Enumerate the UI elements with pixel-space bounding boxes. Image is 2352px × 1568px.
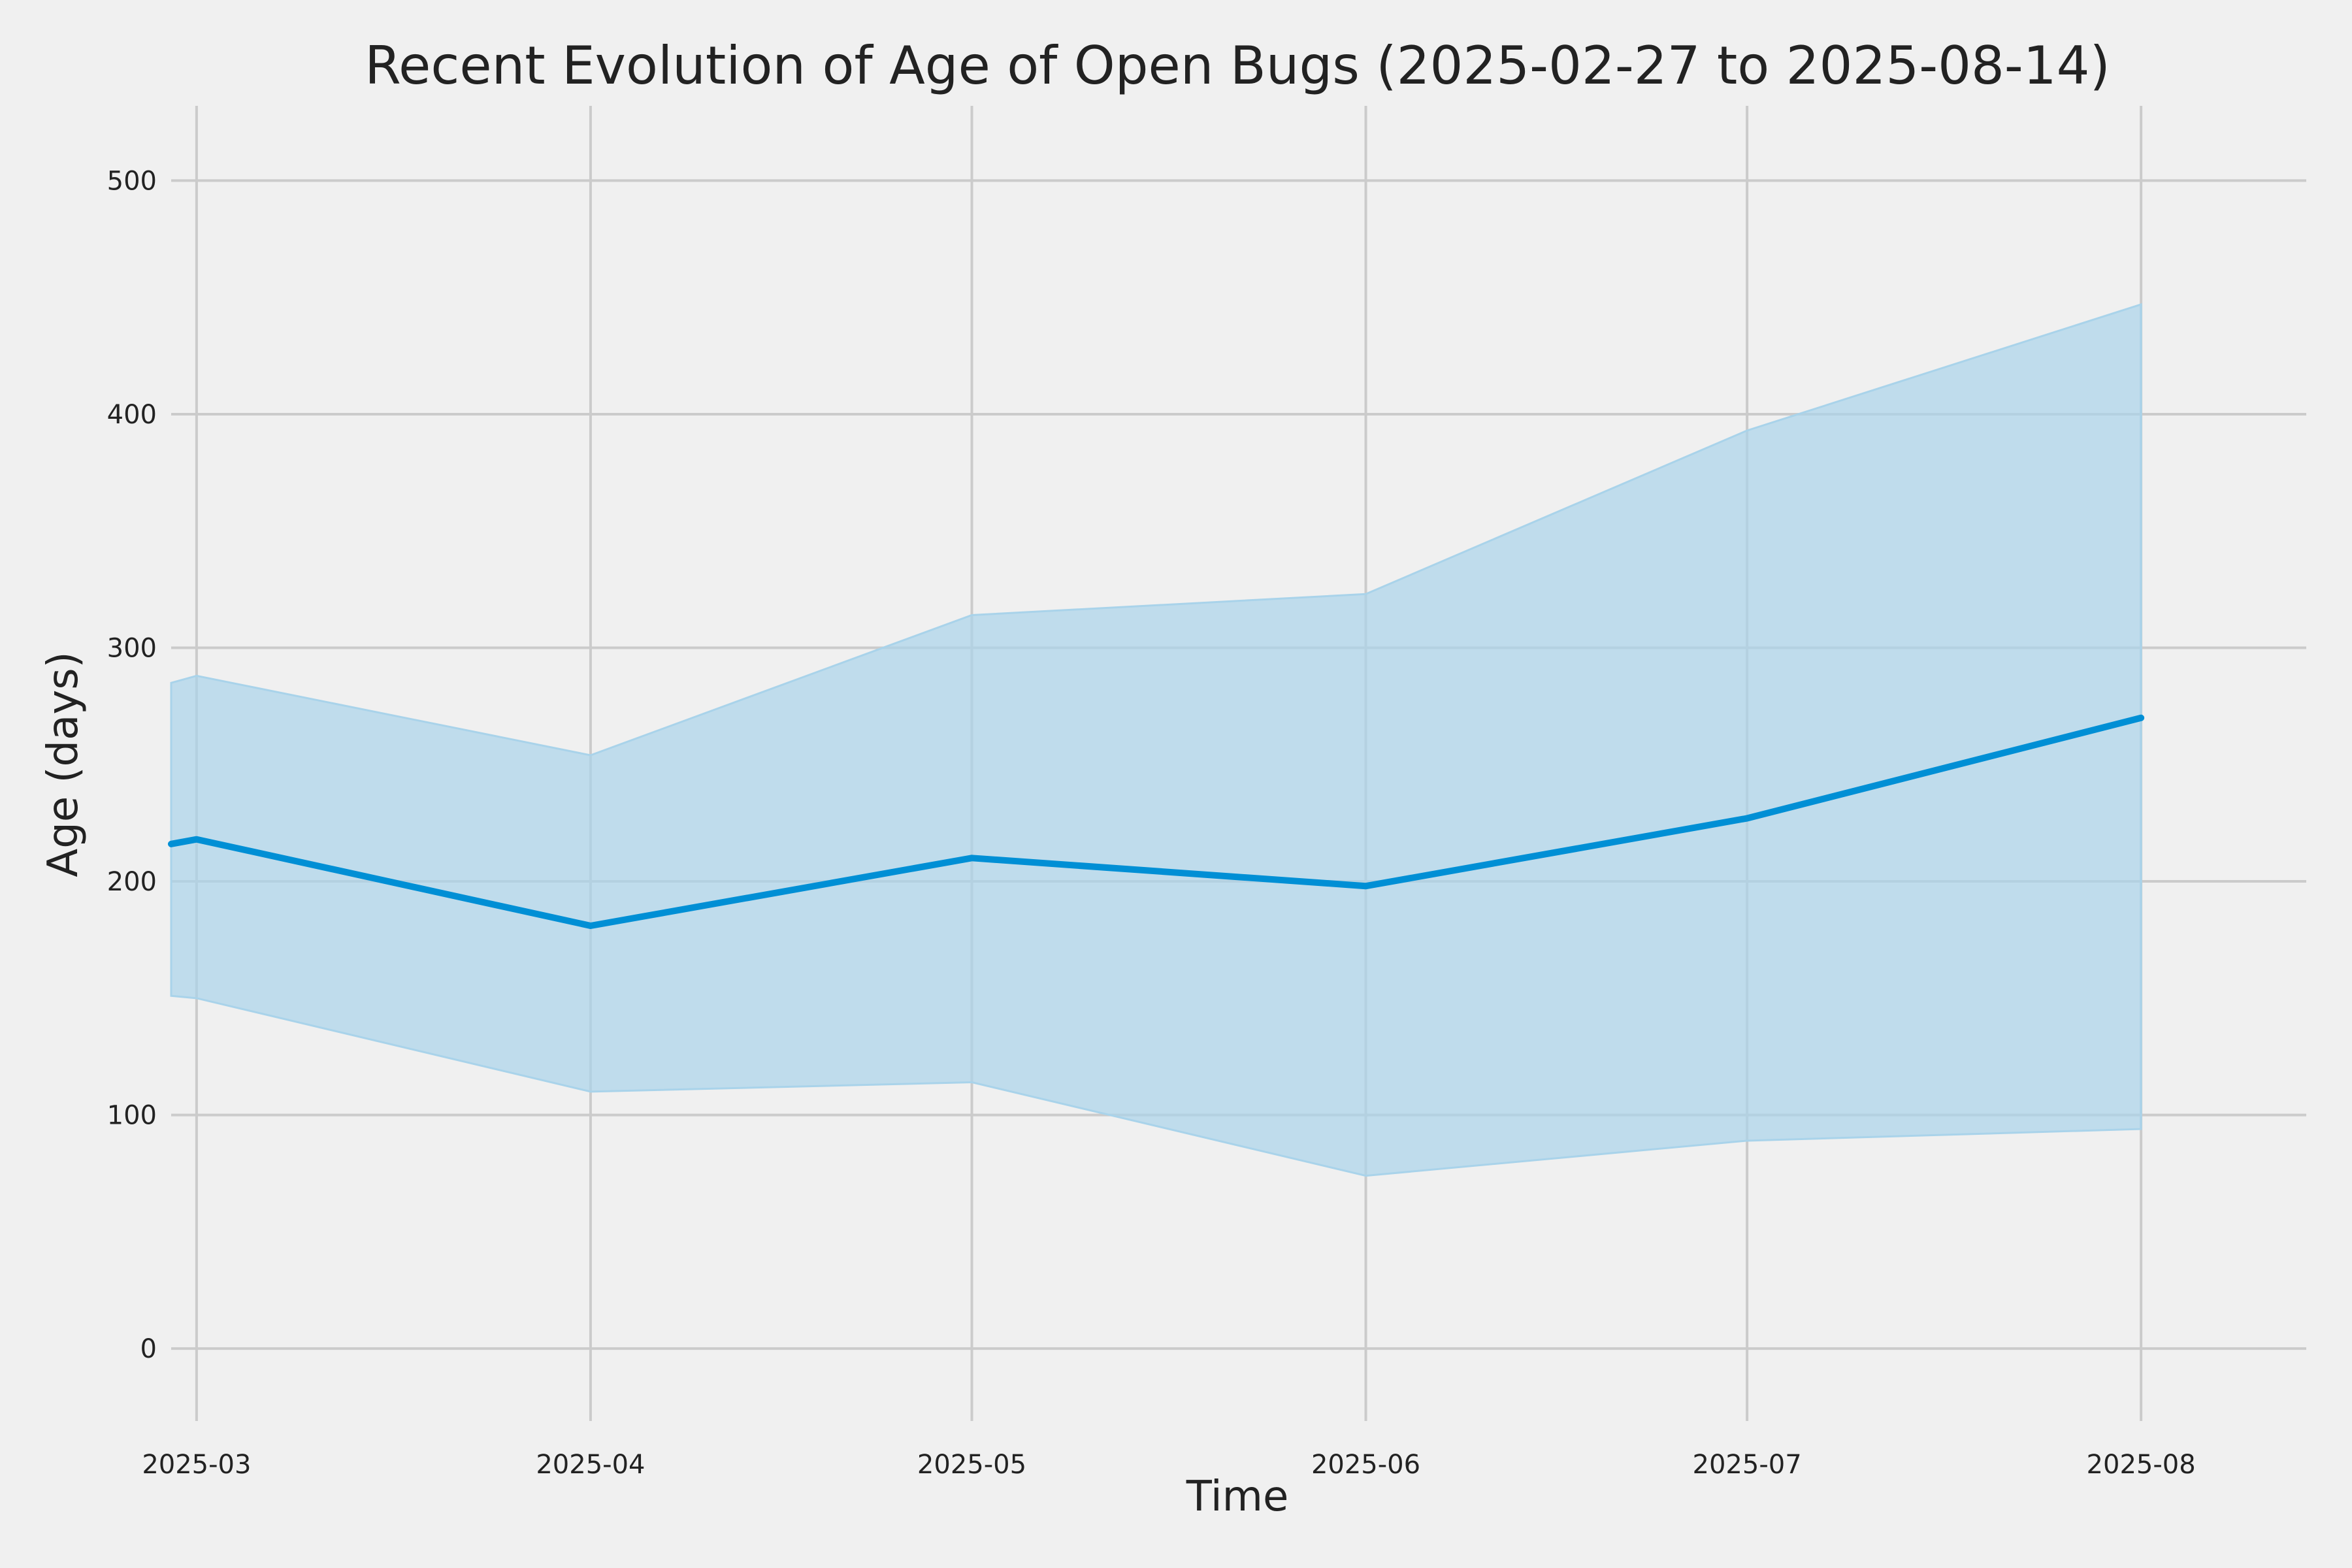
series-line-layer (168, 714, 2145, 929)
y-tick-label: 300 (107, 634, 157, 664)
x-tick-label: 2025-03 (142, 1450, 251, 1480)
y-tick-label: 400 (107, 400, 157, 430)
confidence-band-layer (170, 302, 2142, 1177)
y-tick-label: 500 (107, 166, 157, 196)
x-tick-label: 2025-04 (536, 1450, 645, 1480)
confidence-band (170, 302, 2142, 1177)
y-tick-label: 0 (140, 1334, 157, 1364)
chart-title: Recent Evolution of Age of Open Bugs (20… (365, 35, 2110, 96)
x-tick-labels: 2025-03 2025-04 2025-05 2025-06 2025-07 2025-… (142, 1450, 2195, 1480)
y-tick-label: 100 (107, 1101, 157, 1131)
y-axis-label: Age (days) (39, 651, 88, 877)
x-tick-label: 2025-07 (1693, 1450, 1802, 1480)
x-tick-label: 2025-08 (2087, 1450, 2196, 1480)
series-line (168, 714, 2145, 929)
x-tick-label: 2025-06 (1311, 1450, 1420, 1480)
y-tick-label: 200 (107, 867, 157, 897)
y-tick-labels: 0 100 200 300 400 500 (107, 166, 157, 1364)
x-axis-label: Time (1186, 1473, 1289, 1521)
x-tick-label: 2025-05 (917, 1450, 1026, 1480)
